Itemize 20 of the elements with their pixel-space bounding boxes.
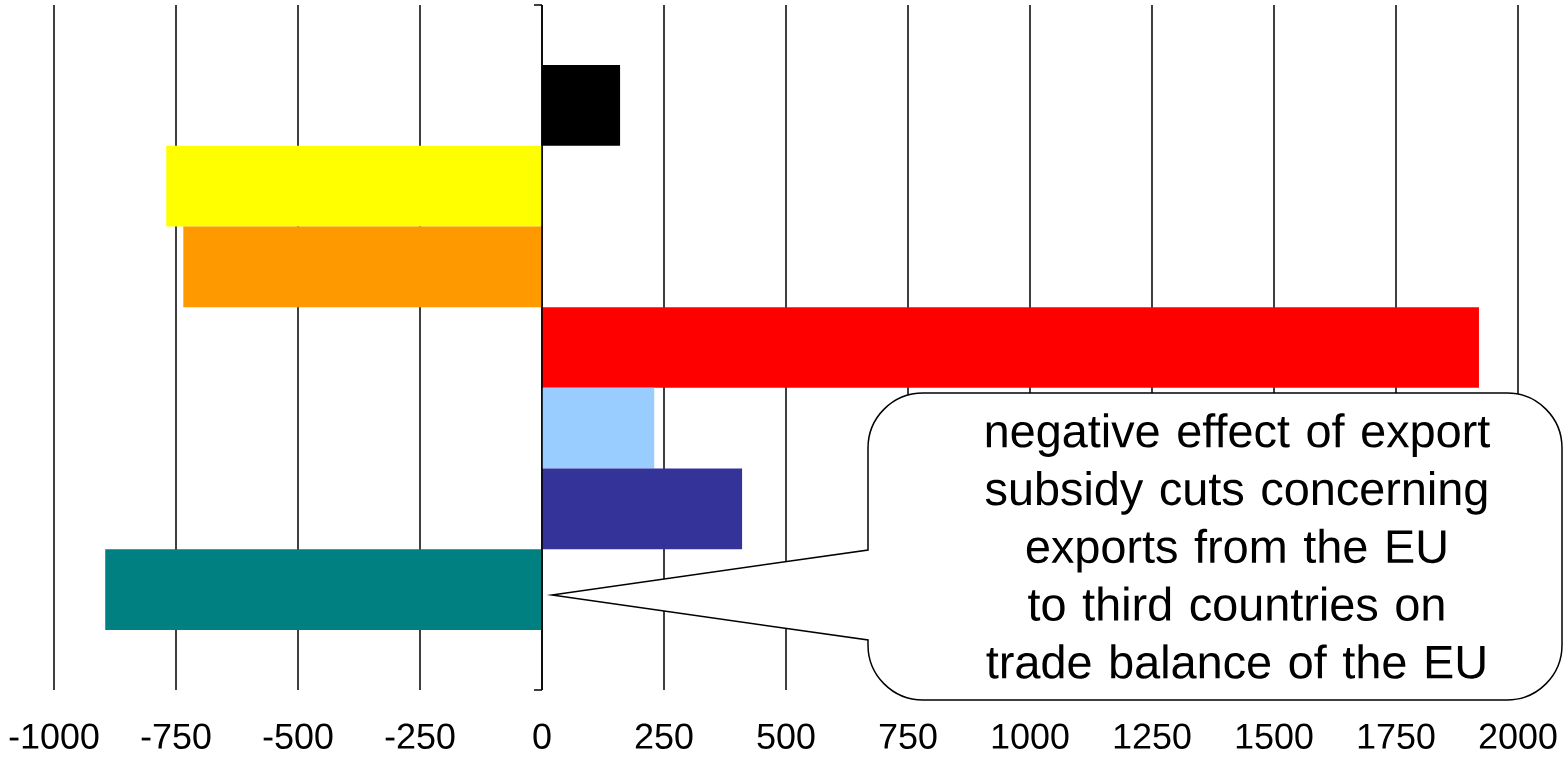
bar — [105, 549, 542, 630]
x-tick-label: 0 — [533, 723, 551, 749]
x-tick-label: 750 — [879, 723, 937, 749]
x-tick-label: -750 — [141, 723, 211, 749]
x-tick-label: 250 — [635, 723, 693, 749]
x-tick-label: 1500 — [1236, 723, 1313, 749]
bar — [542, 468, 743, 550]
x-tick-label: 1750 — [1358, 723, 1435, 749]
x-tick-label: 1250 — [1114, 723, 1191, 749]
bar — [542, 307, 1479, 388]
x-tick-label: -250 — [385, 723, 455, 749]
bar — [542, 387, 655, 469]
bar — [166, 145, 542, 227]
annotation: negative effect of export subsidy cuts concerning exports from the EU to third countries on trade balance of the EU — [985, 413, 1490, 679]
x-tick-label: -1000 — [9, 723, 99, 749]
bar — [183, 226, 542, 308]
x-tick-label: 2000 — [1479, 723, 1557, 749]
x-tick-label: 500 — [757, 723, 815, 749]
x-tick-label: 1000 — [992, 723, 1069, 749]
x-tick-label: -500 — [263, 723, 333, 749]
